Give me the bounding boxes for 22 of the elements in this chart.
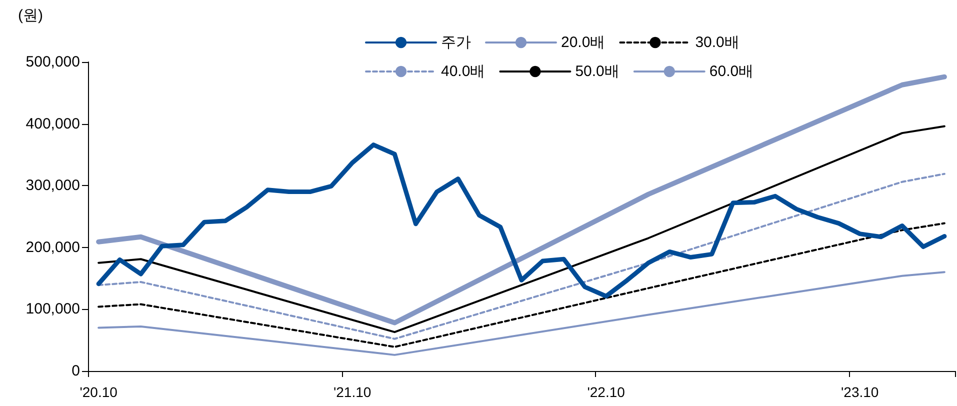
legend-label: 20.0배	[561, 34, 606, 51]
y-tick-label: 0	[72, 362, 80, 380]
legend-label: 60.0배	[709, 63, 754, 80]
y-tick-label: 500,000	[26, 54, 80, 70]
legend-label: 50.0배	[575, 63, 620, 80]
x-tick-label: '23.10	[840, 384, 879, 400]
legend-label: 주가	[441, 34, 471, 51]
y-axis-title: (원)	[18, 7, 43, 24]
line-series	[98, 222, 946, 348]
legend-label: 30.0배	[695, 34, 740, 51]
line-series	[98, 271, 946, 356]
legend-label: 40.0배	[441, 63, 486, 80]
line-series	[98, 172, 946, 340]
line-series	[96, 142, 947, 298]
x-tick-label: '21.10	[333, 384, 372, 400]
y-tick-label: 300,000	[26, 177, 80, 194]
y-tick-label: 400,000	[26, 115, 80, 132]
y-tick-label: 100,000	[26, 300, 80, 318]
x-tick-label: '20.10	[80, 384, 118, 400]
y-tick-label: 200,000	[26, 238, 80, 256]
x-tick-label: '22.10	[587, 384, 626, 400]
line-series	[98, 125, 946, 334]
